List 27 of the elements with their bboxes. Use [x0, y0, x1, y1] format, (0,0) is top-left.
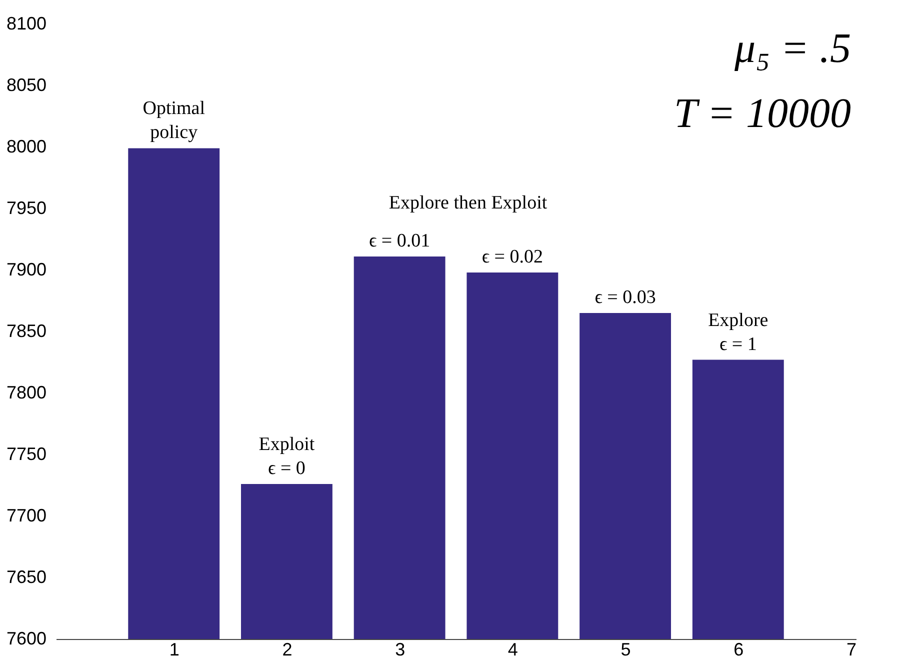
x-tick-label: 5 [620, 640, 631, 660]
annotation: Explore then Exploit [388, 192, 548, 214]
y-tick-label: 7900 [6, 260, 46, 280]
annotation: T = 10000 [674, 91, 851, 137]
annotation: ϵ = 0.01 [368, 230, 430, 252]
y-tick-label: 8050 [6, 75, 46, 95]
annotation: ϵ = 0.03 [594, 287, 656, 308]
annotation: Optimal policy [142, 98, 205, 144]
y-tick-label: 8100 [6, 14, 46, 34]
y-tick-label: 7750 [6, 444, 46, 464]
y-tick-label: 7950 [6, 198, 46, 218]
y-tick-label: 7700 [6, 506, 46, 526]
x-tick-label: 6 [734, 640, 744, 660]
annotation: Exploit ϵ = 0 [258, 434, 316, 480]
x-tick-label: 2 [282, 640, 292, 660]
x-tick-label: 1 [169, 640, 180, 660]
annotation: ϵ = 0.02 [482, 246, 544, 268]
x-tick-label: 3 [395, 640, 406, 660]
y-tick-label: 7650 [6, 567, 46, 587]
annotation: μ₅ = .5 [733, 26, 851, 72]
y-tick-label: 7850 [6, 321, 46, 341]
annotation: Explore ϵ = 1 [708, 310, 768, 355]
y-tick-label: 8000 [6, 136, 46, 156]
x-tick-label: 4 [508, 640, 518, 660]
y-tick-label: 7600 [6, 628, 46, 648]
y-tick-label: 7800 [6, 382, 46, 402]
x-tick-label: 7 [846, 640, 857, 660]
